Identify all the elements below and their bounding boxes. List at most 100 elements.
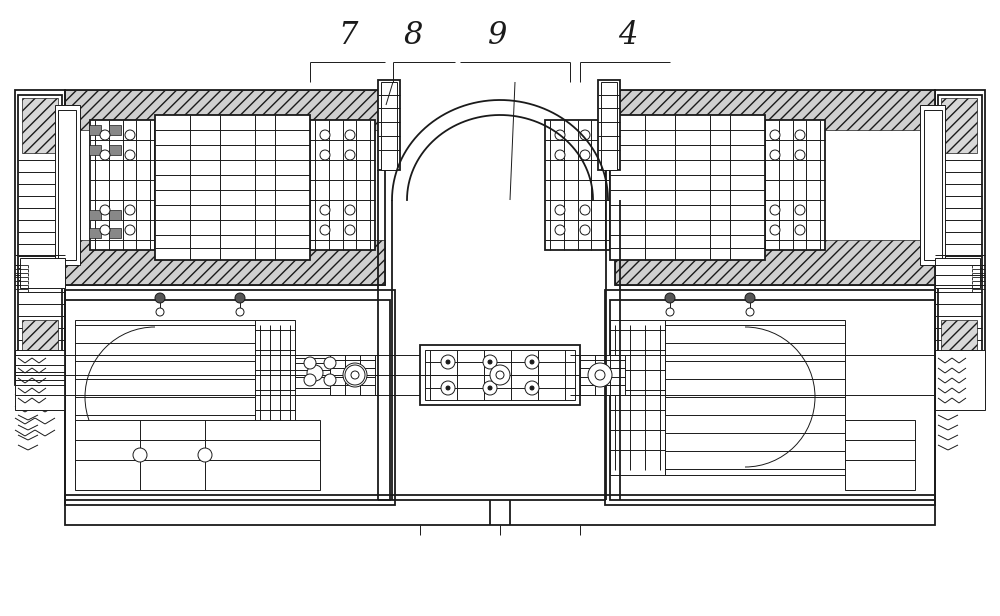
Bar [155, 115, 310, 260]
Circle shape [155, 293, 165, 303]
Circle shape [125, 150, 135, 160]
Bar [109, 228, 121, 238]
Circle shape [592, 365, 608, 381]
Circle shape [795, 205, 805, 215]
Circle shape [770, 130, 780, 140]
Bar [845, 420, 915, 490]
Text: 7: 7 [338, 20, 358, 51]
Circle shape [770, 225, 780, 235]
Bar [610, 320, 665, 475]
Circle shape [665, 293, 675, 303]
Text: 8: 8 [403, 20, 423, 51]
Circle shape [343, 363, 367, 387]
Bar [109, 125, 121, 135]
Bar [109, 145, 121, 155]
Bar [58, 110, 76, 260]
Bar [75, 420, 320, 490]
Bar [760, 120, 825, 250]
Circle shape [555, 225, 565, 235]
Circle shape [345, 150, 355, 160]
Bar [55, 105, 80, 265]
Bar [615, 90, 935, 285]
Circle shape [320, 150, 330, 160]
Circle shape [345, 130, 355, 140]
Bar [295, 358, 335, 388]
Circle shape [100, 225, 110, 235]
Bar [15, 90, 65, 385]
Circle shape [125, 225, 135, 235]
Circle shape [351, 371, 359, 379]
Circle shape [100, 205, 110, 215]
Bar [65, 90, 385, 130]
Bar [20, 258, 65, 288]
Bar [425, 350, 575, 400]
Circle shape [488, 386, 492, 390]
Circle shape [324, 374, 336, 386]
Bar [89, 145, 101, 155]
Bar [310, 120, 375, 250]
Bar [935, 90, 985, 385]
Circle shape [555, 150, 565, 160]
Bar [381, 82, 397, 170]
Bar [598, 80, 620, 170]
Circle shape [488, 360, 492, 364]
Bar [580, 355, 625, 395]
Bar [580, 358, 620, 388]
Bar [22, 320, 58, 378]
Circle shape [304, 374, 316, 386]
Circle shape [530, 386, 534, 390]
Circle shape [441, 381, 455, 395]
Circle shape [530, 360, 534, 364]
Circle shape [496, 371, 504, 379]
Circle shape [580, 225, 590, 235]
Bar [89, 228, 101, 238]
Circle shape [304, 357, 316, 369]
Circle shape [525, 355, 539, 369]
Circle shape [345, 225, 355, 235]
Bar [545, 120, 610, 250]
Bar [18, 95, 62, 380]
Circle shape [555, 130, 565, 140]
Bar [255, 320, 295, 475]
Bar [935, 258, 980, 288]
Bar [22, 98, 58, 153]
Circle shape [236, 308, 244, 316]
Text: 4: 4 [618, 20, 638, 51]
Circle shape [580, 150, 590, 160]
Circle shape [350, 370, 360, 380]
Bar [90, 120, 155, 250]
Circle shape [490, 365, 510, 385]
Circle shape [307, 365, 323, 381]
Bar [89, 125, 101, 135]
Circle shape [795, 225, 805, 235]
Circle shape [580, 205, 590, 215]
Bar [941, 98, 977, 153]
Circle shape [320, 205, 330, 215]
Bar [109, 210, 121, 220]
Circle shape [125, 130, 135, 140]
Circle shape [746, 308, 754, 316]
Bar [920, 105, 945, 265]
Bar [605, 290, 935, 505]
Circle shape [198, 448, 212, 462]
Circle shape [133, 448, 147, 462]
Bar [89, 210, 101, 220]
Bar [610, 300, 935, 500]
Circle shape [588, 363, 612, 387]
Bar [65, 495, 935, 525]
Circle shape [595, 370, 605, 380]
Circle shape [100, 150, 110, 160]
Circle shape [483, 355, 497, 369]
Circle shape [100, 130, 110, 140]
Circle shape [345, 365, 365, 385]
Circle shape [441, 355, 455, 369]
Circle shape [125, 205, 135, 215]
Circle shape [483, 381, 497, 395]
Circle shape [745, 293, 755, 303]
Circle shape [345, 205, 355, 215]
Bar [75, 320, 255, 475]
Bar [924, 110, 942, 260]
Bar [615, 240, 935, 285]
Circle shape [666, 308, 674, 316]
Bar [941, 320, 977, 378]
